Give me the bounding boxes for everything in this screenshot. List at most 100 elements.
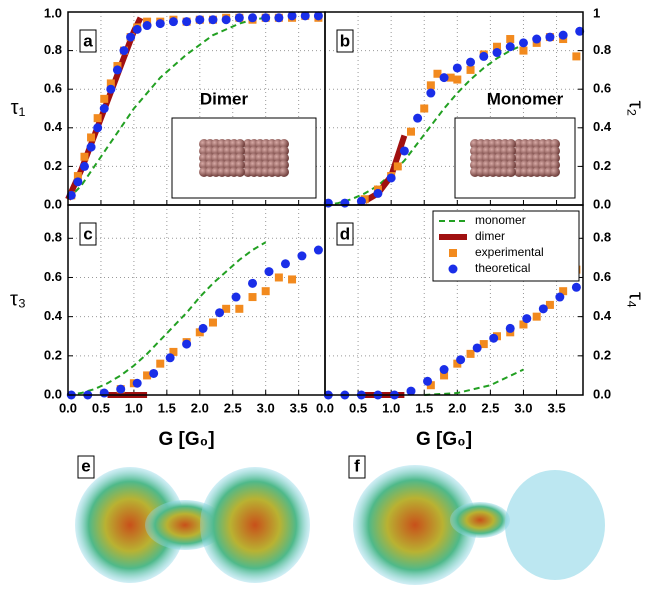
series-line — [67, 16, 266, 200]
data-point — [406, 386, 416, 396]
x-tick-label: 3.0 — [257, 400, 275, 415]
data-point — [222, 304, 231, 313]
y-tick-label: 0.6 — [44, 269, 62, 284]
legend-label: theoretical — [475, 261, 530, 275]
y-tick-label: 0.0 — [593, 386, 611, 401]
atom — [506, 160, 516, 170]
x-tick-label: 3.5 — [290, 400, 308, 415]
data-point — [288, 275, 297, 284]
data-point — [453, 359, 462, 368]
data-point — [492, 48, 502, 58]
data-point — [195, 328, 204, 337]
data-point — [248, 13, 258, 23]
data-point — [231, 292, 241, 302]
data-point — [558, 30, 568, 40]
y-axis-label: τ₁ — [11, 97, 26, 119]
x-tick-label: 0.0 — [316, 400, 334, 415]
atom — [506, 139, 516, 149]
data-point — [112, 65, 122, 75]
data-point — [393, 162, 402, 171]
atom — [279, 146, 289, 156]
atom — [550, 167, 560, 177]
x-tick-label: 1.0 — [382, 400, 400, 415]
annotation: Monomer — [487, 89, 564, 108]
data-point — [182, 17, 192, 27]
data-point — [116, 384, 126, 394]
data-point — [386, 173, 396, 183]
atom — [279, 139, 289, 149]
y-tick-label: 0.6 — [44, 81, 62, 96]
data-point — [142, 21, 152, 31]
panel-label: d — [340, 224, 350, 243]
data-point — [280, 259, 290, 269]
y-tick-label: 1.0 — [44, 5, 62, 20]
y-tick-label: 0.0 — [44, 386, 62, 401]
y-axis-label: τ₃ — [10, 288, 26, 310]
data-point — [489, 333, 499, 343]
data-point — [559, 287, 568, 296]
data-point — [407, 127, 415, 136]
data-point — [452, 63, 462, 73]
data-point — [433, 69, 442, 78]
data-point — [356, 196, 366, 206]
y-tick-label: 0.8 — [44, 42, 62, 57]
data-point — [287, 11, 297, 21]
data-point — [545, 300, 554, 309]
data-point — [518, 38, 528, 48]
data-point — [313, 245, 323, 255]
data-point — [168, 17, 178, 27]
data-point — [340, 198, 350, 208]
data-point — [73, 177, 83, 187]
legend-label: experimental — [475, 245, 544, 259]
y-tick-label: 0.8 — [593, 42, 611, 57]
data-point — [532, 34, 542, 44]
y-tick-label: 0.4 — [44, 119, 63, 134]
data-point — [143, 371, 152, 380]
data-point — [274, 273, 283, 282]
data-point — [439, 365, 449, 375]
x-tick-label: 0.5 — [349, 400, 367, 415]
x-tick-label: 3.0 — [514, 400, 532, 415]
data-point — [505, 323, 515, 333]
x-axis-label: G [G₀] — [158, 429, 214, 450]
atom — [235, 153, 245, 163]
y-axis-label: τ₄ — [625, 292, 647, 308]
atom — [279, 153, 289, 163]
data-point — [413, 113, 423, 123]
data-point — [545, 32, 555, 42]
data-point — [466, 57, 476, 67]
x-tick-label: 1.0 — [125, 400, 143, 415]
data-point — [149, 368, 159, 378]
data-point — [426, 88, 436, 98]
data-point — [182, 339, 192, 349]
data-point — [313, 11, 323, 21]
atom — [279, 160, 289, 170]
data-point — [100, 94, 109, 103]
y-tick-label: 0.4 — [44, 308, 63, 323]
legend-label: monomer — [475, 213, 526, 227]
y-tick-label: 0.6 — [593, 81, 611, 96]
data-point — [234, 13, 244, 23]
atom — [550, 146, 560, 156]
data-point — [572, 52, 581, 61]
data-point — [208, 318, 217, 327]
data-point — [106, 84, 116, 94]
image-e: e — [75, 455, 310, 583]
data-point — [493, 42, 501, 51]
data-point — [373, 188, 383, 198]
data-point — [169, 347, 178, 356]
annotation: Dimer — [200, 89, 249, 108]
data-point — [399, 146, 409, 156]
data-point — [99, 388, 109, 398]
data-point — [439, 73, 449, 83]
data-point — [106, 79, 115, 88]
data-point — [423, 376, 433, 386]
label-box — [336, 29, 354, 53]
data-point — [453, 75, 462, 84]
data-point — [126, 32, 136, 42]
data-point — [261, 13, 271, 23]
data-point — [119, 46, 129, 56]
data-point — [93, 114, 102, 123]
data-point — [538, 304, 548, 314]
series-line — [67, 241, 267, 396]
